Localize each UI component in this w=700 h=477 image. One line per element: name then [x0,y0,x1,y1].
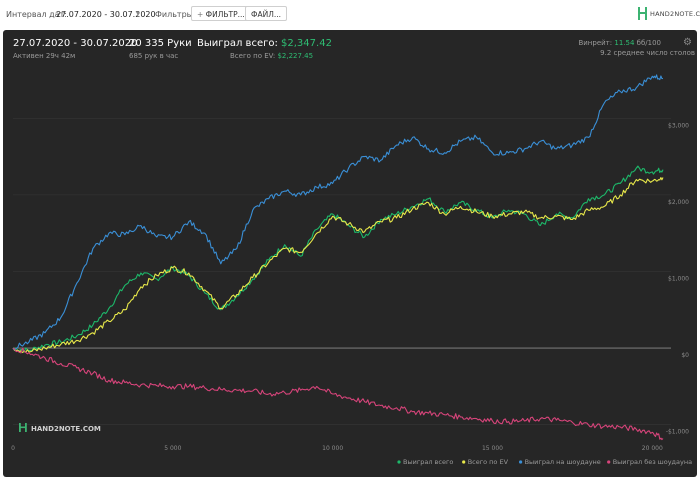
winrate-suffix: бб/100 [636,39,661,47]
watermark-logo-icon [19,426,25,429]
won-total-label: Выиграл всего: [197,38,278,49]
legend-item: Выиграл на шоудауне [525,458,601,466]
y-tick-label: $3,000 [668,122,689,129]
legend-item: Выиграл всего [403,458,453,466]
winrate-value: 11.54 [614,39,635,47]
hands-per-hour: 685 рук в час [129,52,179,60]
winrate-label: Винрейт: [578,39,613,47]
x-tick-label: 15 000 [482,445,503,452]
x-tick-label: 5 000 [164,445,181,452]
won-total-value: $2,347.42 [281,38,332,49]
x-tick-label: 0 [11,445,15,452]
legend-item: Всего по EV [468,458,509,466]
series-line [12,177,664,354]
winrate: Винрейт: 11.54 бб/100 [578,39,661,47]
filter-button-label: ФИЛЬТР... [205,10,245,19]
chevron-down-icon[interactable]: ▾ [136,9,141,18]
logo-text: HAND2NOTE.COM [650,10,700,18]
date-range: 27.07.2020 - 30.07.2020 [13,38,138,49]
legend-item: Выиграл без шоудауна [613,458,692,466]
y-tick-label: $0 [681,352,689,359]
file-button[interactable]: ФАЙЛ... [245,6,287,21]
y-tick-label: $1,000 [668,275,689,282]
legend-marker [397,460,401,464]
x-tick-label: 20 000 [642,445,663,452]
ev-total-value: $2,227.45 [277,52,314,60]
legend-marker [607,460,611,464]
watermark-logo-icon [25,423,27,432]
x-tick-label: 10 000 [322,445,343,452]
ev-total: Всего по EV: $2,227.45 [230,52,313,60]
series-line [12,74,664,351]
profit-chart: -$1,000 $0 $1,000 $2,000 $3,000 0 5 000 10 000 1… [11,74,692,466]
ev-total-label: Всего по EV: [230,52,276,60]
legend-marker [519,460,523,464]
hands-count: 20 335 Руки [129,38,192,49]
toolbar: Интервал дат: 27.07.2020 - 30.07.2020 ▾ … [0,0,700,30]
watermark-text: HAND2NOTE.COM [31,425,101,433]
interval-select[interactable]: 27.07.2020 - 30.07.2020 [56,10,156,19]
plus-icon: + [197,10,206,19]
interval-label: Интервал дат: [6,10,67,19]
y-tick-label: -$1,000 [666,429,689,436]
avg-tables: 9.2 среднее число столов [600,49,695,57]
file-button-label: ФАЙЛ... [251,10,281,19]
active-time: Активен 29ч 42м [13,52,76,60]
series-line [12,347,664,441]
series-line [12,165,664,353]
won-total: Выиграл всего: $2,347.42 [197,38,332,49]
graph-panel: 27.07.2020 - 30.07.2020 Активен 29ч 42м … [3,30,697,477]
gear-icon[interactable]: ⚙ [683,37,692,48]
hand2note-logo-icon [638,7,647,20]
y-tick-label: $2,000 [668,199,689,206]
filters-label: Фильтры: [155,10,196,19]
legend-marker [462,460,466,464]
filter-button[interactable]: + ФИЛЬТР... [191,6,251,21]
